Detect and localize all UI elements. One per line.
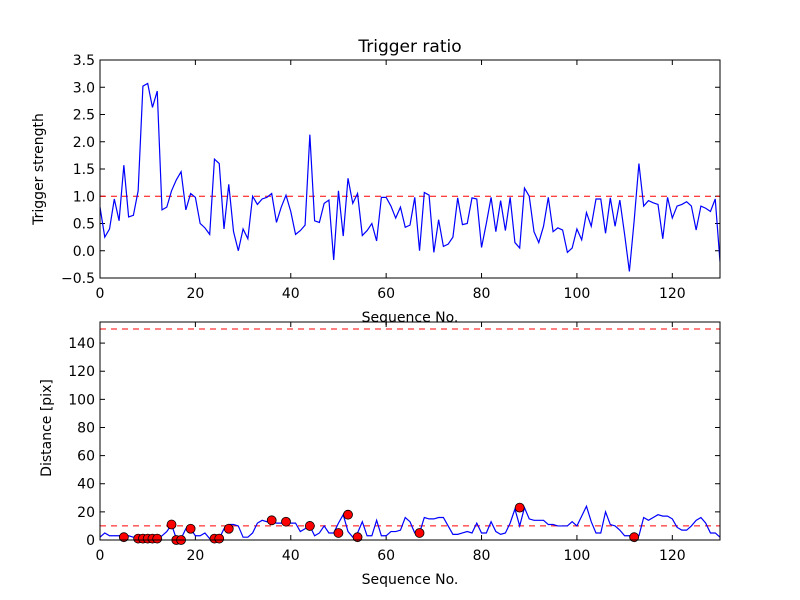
x-tick-label: 40 bbox=[282, 286, 300, 302]
y-tick-label: 0 bbox=[86, 533, 95, 549]
x-tick-label: 0 bbox=[96, 548, 105, 564]
x-axis-label: Sequence No. bbox=[362, 572, 459, 588]
x-tick-label: 20 bbox=[186, 548, 204, 564]
y-tick-label: 0.0 bbox=[73, 244, 95, 260]
x-tick-label: 120 bbox=[659, 548, 686, 564]
y-tick-label: 2.0 bbox=[73, 135, 95, 151]
x-tick-label: 40 bbox=[282, 548, 300, 564]
y-axis-label: Trigger strength bbox=[31, 113, 47, 226]
data-marker bbox=[266, 515, 277, 526]
data-marker bbox=[214, 533, 225, 544]
data-marker bbox=[304, 521, 315, 531]
data-marker bbox=[414, 528, 425, 538]
trigger-plot-area: 0 20 40 60 80 100 120 −0.5 0.0 0.5 1.0 1.5 2.0 2.5 3.0… bbox=[61, 53, 721, 302]
y-tick-label: 1.5 bbox=[73, 162, 95, 178]
y-tick-label: 1.0 bbox=[73, 189, 95, 205]
data-marker bbox=[166, 519, 177, 530]
y-tick-label: 40 bbox=[77, 477, 95, 493]
y-tick-label: 20 bbox=[77, 505, 95, 521]
x-tick-label: 100 bbox=[564, 286, 591, 302]
data-marker bbox=[152, 533, 163, 544]
x-tick-label: 80 bbox=[473, 286, 491, 302]
data-marker bbox=[514, 502, 525, 513]
x-tick-label: 100 bbox=[564, 548, 591, 564]
x-tick-label: 60 bbox=[377, 286, 395, 302]
data-marker bbox=[281, 516, 291, 527]
series-line bbox=[100, 82, 720, 272]
x-tick-label: 20 bbox=[186, 286, 204, 302]
x-tick-label: 120 bbox=[659, 286, 686, 302]
data-marker bbox=[333, 528, 344, 538]
chart-title: Trigger ratio bbox=[357, 37, 461, 57]
x-tick-label: 60 bbox=[377, 548, 395, 564]
distance-plot-area: 0 20 40 60 80 100 120 0 20 40 60 80 100 120 140 bbox=[68, 321, 721, 564]
data-marker bbox=[352, 532, 363, 543]
x-tick-label: 0 bbox=[96, 286, 105, 302]
y-tick-label: 140 bbox=[68, 336, 95, 352]
x-axis-label: Sequence No. bbox=[362, 310, 459, 326]
y-tick-label: 0.5 bbox=[73, 217, 95, 233]
series-line bbox=[100, 504, 720, 540]
y-tick-label: 100 bbox=[68, 392, 95, 408]
y-tick-label: 3.5 bbox=[73, 53, 95, 69]
y-tick-label: 60 bbox=[77, 449, 95, 465]
axes-frame bbox=[99, 321, 721, 541]
distance-chart: Distance [pix] Sequence No. 0 20 40 60 80 100… bbox=[39, 321, 721, 588]
y-tick-label: 120 bbox=[68, 364, 95, 380]
data-marker bbox=[118, 532, 129, 543]
y-tick-label: 2.5 bbox=[73, 108, 95, 124]
x-tick-label: 80 bbox=[473, 548, 491, 564]
data-marker bbox=[185, 523, 196, 534]
data-marker bbox=[223, 523, 234, 534]
y-axis-label: Distance [pix] bbox=[39, 379, 55, 477]
axes-frame bbox=[99, 59, 721, 279]
trigger-ratio-chart: Trigger ratio Trigger strength Sequence … bbox=[31, 37, 721, 326]
y-tick-label: 80 bbox=[77, 420, 95, 436]
data-marker bbox=[343, 509, 353, 520]
y-tick-label: 3.0 bbox=[73, 80, 95, 96]
y-tick-label: −0.5 bbox=[61, 271, 95, 287]
data-marker bbox=[629, 532, 640, 543]
